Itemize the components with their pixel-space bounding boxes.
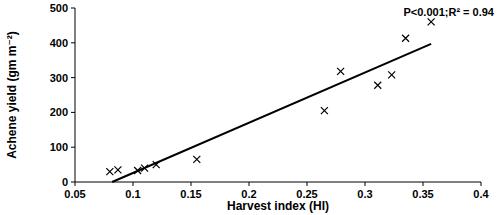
y-tick-label: 300 [50, 72, 68, 84]
y-tick-label: 200 [50, 106, 68, 118]
y-tick [71, 42, 75, 43]
y-tick-label: 100 [50, 141, 68, 153]
x-axis-line [75, 182, 481, 183]
x-tick [423, 182, 424, 186]
y-tick [71, 147, 75, 148]
x-tick [481, 182, 482, 186]
x-tick-label: 0.3 [357, 188, 372, 200]
data-point [321, 107, 328, 114]
y-tick [71, 8, 75, 9]
data-point [193, 156, 200, 163]
annotation: P<0.001;R² = 0.94 [403, 6, 494, 18]
x-axis-title: Harvest index (HI) [227, 199, 329, 213]
data-point [402, 35, 409, 42]
x-tick [307, 182, 308, 186]
data-point [114, 166, 121, 173]
data-point [106, 168, 113, 175]
x-tick-label: 0.35 [412, 188, 433, 200]
y-tick-label: 500 [50, 2, 68, 14]
data-point [388, 71, 395, 78]
data-point [428, 18, 435, 25]
y-tick [71, 77, 75, 78]
x-tick [75, 182, 76, 186]
plot-marks [106, 18, 434, 182]
y-tick-label: 0 [62, 176, 68, 188]
x-tick [133, 182, 134, 186]
y-tick [71, 182, 75, 183]
chart-svg: 0.050.10.150.20.250.30.350.4010020030040… [0, 0, 500, 215]
data-point [337, 68, 344, 75]
y-axis-line [75, 8, 76, 182]
x-tick-label: 0.15 [180, 188, 201, 200]
x-tick [249, 182, 250, 186]
x-tick-label: 0.05 [64, 188, 85, 200]
y-axis-title: Achene yield (gm m⁻²) [5, 31, 19, 159]
x-tick-label: 0.4 [473, 188, 489, 200]
x-tick-label: 0.1 [125, 188, 140, 200]
x-tick [191, 182, 192, 186]
trend-line [112, 44, 431, 182]
chart-container: 0.050.10.150.20.250.30.350.4010020030040… [0, 0, 500, 215]
y-tick-label: 400 [50, 37, 68, 49]
x-tick [365, 182, 366, 186]
y-tick [71, 112, 75, 113]
data-point [374, 82, 381, 89]
